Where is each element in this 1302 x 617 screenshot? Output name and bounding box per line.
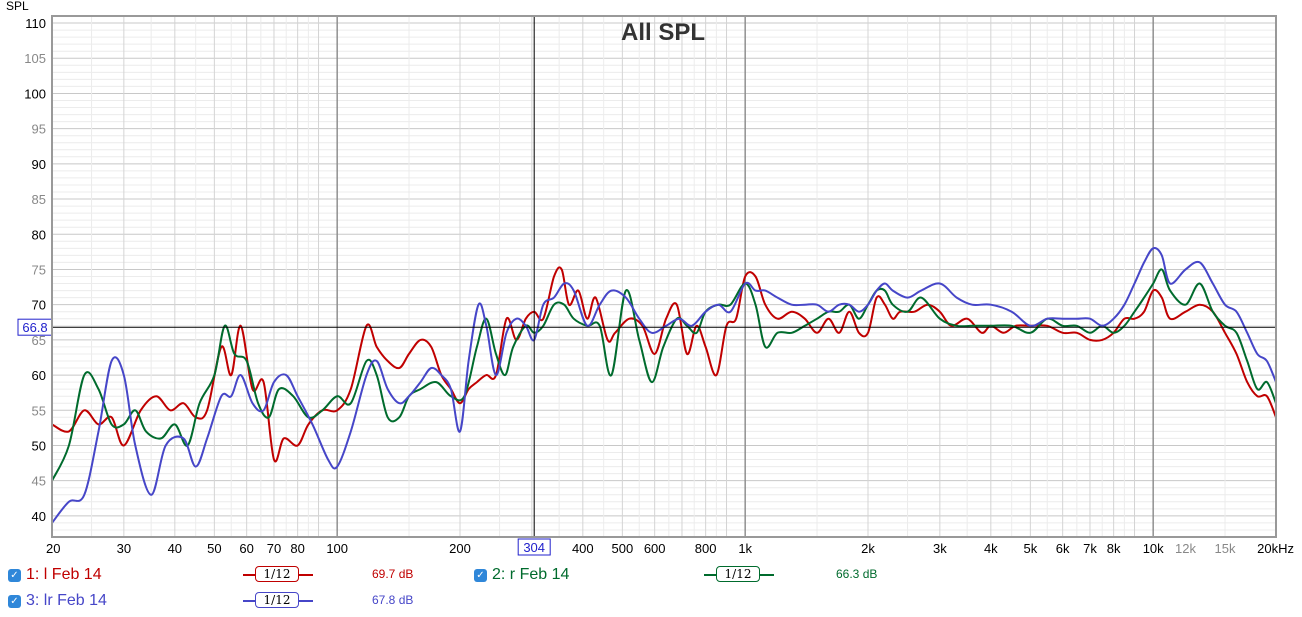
x-tick-label: 200 — [449, 541, 471, 556]
y-tick-label: 85 — [32, 192, 46, 207]
y-tick-label: 70 — [32, 298, 46, 313]
y-tick-label: 110 — [25, 16, 46, 31]
x-tick-label: 4k — [984, 541, 998, 556]
x-tick-label: 40 — [168, 541, 182, 556]
checkbox-checked-icon[interactable]: ✓ — [8, 568, 21, 582]
legend-item-1[interactable]: ✓ 1: l Feb 14 — [8, 566, 102, 584]
y-tick-label: 50 — [32, 438, 46, 453]
x-tick-label: 400 — [572, 541, 594, 556]
series-line-3 — [51, 247, 1277, 524]
y-tick-label: 65 — [32, 333, 46, 348]
x-tick-label: 600 — [644, 541, 666, 556]
cursor-x-box — [517, 538, 551, 556]
x-tick-label: 2k — [861, 541, 875, 556]
cursor-x-label: 304 — [523, 540, 545, 555]
y-tick-label: 40 — [32, 509, 46, 524]
legend-item-2[interactable]: ✓ 2: r Feb 14 — [474, 566, 569, 584]
y-tick-label: 95 — [32, 122, 46, 137]
x-tick-label: 20 — [46, 541, 60, 556]
cursor-y-label: 66.8 — [22, 320, 47, 335]
grid — [51, 15, 1277, 538]
y-tick-label: 90 — [32, 157, 46, 172]
smoothing-value: 1/12 — [255, 592, 299, 608]
x-tick-label: 7k — [1083, 541, 1097, 556]
series-line-1 — [51, 266, 1277, 463]
series-line-2 — [51, 268, 1277, 482]
y-axis-label: SPL — [6, 0, 29, 13]
legend-label: 3: lr Feb 14 — [26, 592, 107, 609]
x-tick-label: 20kHz — [1257, 541, 1294, 556]
series-lines — [51, 247, 1277, 524]
y-axis-ticks: 110 105 100 95 90 85 80 75 70 65 60 55 50 45 40 — [24, 16, 46, 524]
x-tick-label: 1k — [738, 541, 752, 556]
smoothing-value: 1/12 — [255, 566, 299, 582]
chart: SPL 110 105 100 95 90 85 80 75 70 65 60 55 50 45 40 20… — [6, 0, 1294, 556]
x-tick-label: 800 — [695, 541, 717, 556]
x-tick-label: 500 — [612, 541, 634, 556]
level-value: 67.8 dB — [372, 593, 414, 607]
x-tick-label: 10k — [1143, 541, 1164, 556]
y-tick-label: 80 — [32, 227, 46, 242]
x-tick-label: 100 — [326, 541, 348, 556]
x-tick-label: 15k — [1215, 541, 1236, 556]
y-tick-label: 55 — [32, 403, 46, 418]
x-tick-label: 50 — [207, 541, 221, 556]
x-tick-label: 60 — [239, 541, 253, 556]
smoothing-value: 1/12 — [716, 566, 760, 582]
y-tick-label: 105 — [24, 51, 46, 66]
y-tick-label: 75 — [32, 262, 46, 277]
legend-label: 2: r Feb 14 — [492, 566, 570, 583]
checkbox-checked-icon[interactable]: ✓ — [8, 594, 21, 608]
y-tick-label: 60 — [32, 368, 46, 383]
level-value: 66.3 dB — [836, 567, 878, 581]
checkbox-checked-icon[interactable]: ✓ — [474, 568, 487, 582]
level-value: 69.7 dB — [372, 567, 414, 581]
y-tick-label: 45 — [32, 474, 46, 489]
plot-frame — [51, 15, 1277, 538]
chart-title: All SPL — [621, 19, 705, 46]
x-tick-label: 8k — [1107, 541, 1121, 556]
x-tick-label: 80 — [290, 541, 304, 556]
x-tick-label: 6k — [1056, 541, 1070, 556]
x-tick-label: 30 — [117, 541, 131, 556]
x-tick-label: 70 — [267, 541, 281, 556]
legend-item-3[interactable]: ✓ 3: lr Feb 14 — [8, 592, 107, 610]
x-axis-ticks: 20 30 40 50 60 70 80 100 200 400 500 600 800 1k 2k 3k 4k… — [46, 541, 1294, 556]
x-tick-label: 12k — [1175, 541, 1196, 556]
x-tick-label: 3k — [933, 541, 947, 556]
legend-label: 1: l Feb 14 — [26, 566, 102, 583]
y-tick-label: 100 — [24, 86, 46, 101]
x-tick-label: 5k — [1023, 541, 1037, 556]
